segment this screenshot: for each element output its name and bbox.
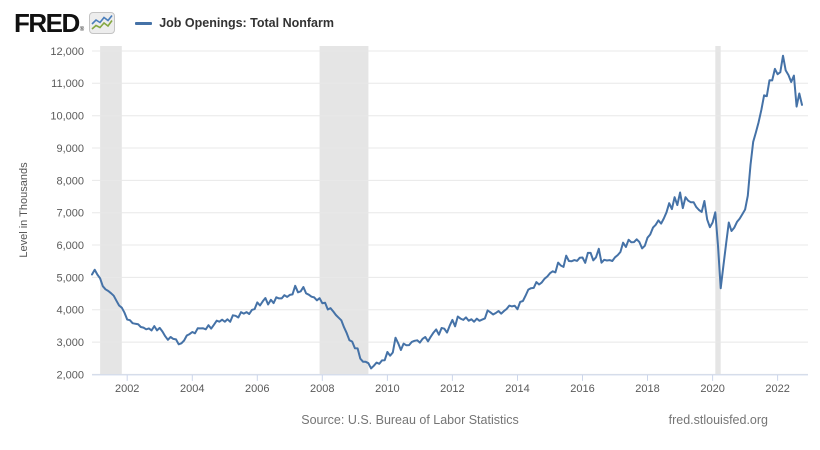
- x-tick-label: 2012: [440, 383, 464, 395]
- source-attribution: Source: U.S. Bureau of Labor Statistics: [301, 413, 519, 427]
- registered-mark: ®: [79, 27, 85, 33]
- legend-label: Job Openings: Total Nonfarm: [159, 16, 334, 30]
- x-tick-label: 2008: [310, 383, 334, 395]
- legend-line-sample: [135, 21, 153, 25]
- chart-footer: Source: U.S. Bureau of Labor Statistics …: [0, 413, 820, 433]
- y-tick-label: 5,000: [56, 272, 84, 284]
- y-axis-title: Level in Thousands: [18, 162, 30, 258]
- recession-band: [319, 46, 369, 375]
- y-tick-label: 6,000: [56, 240, 84, 252]
- x-tick-label: 2002: [115, 383, 139, 395]
- y-tick-label: 8,000: [56, 175, 84, 187]
- chart-header: FRED ® Job Openings: Total Nonfarm: [14, 8, 334, 38]
- x-tick-label: 2010: [375, 383, 399, 395]
- x-tick-label: 2014: [505, 383, 529, 395]
- fred-site-link[interactable]: fred.stlouisfed.org: [668, 413, 768, 427]
- x-tick-label: 2020: [700, 383, 724, 395]
- x-tick-label: 2022: [765, 383, 789, 395]
- legend-item[interactable]: Job Openings: Total Nonfarm: [135, 16, 334, 30]
- x-tick-label: 2006: [245, 383, 269, 395]
- y-tick-label: 2,000: [56, 369, 84, 381]
- y-tick-label: 4,000: [56, 305, 84, 317]
- y-tick-label: 9,000: [56, 143, 84, 155]
- fred-logo-chart-icon: [89, 12, 116, 34]
- x-tick-label: 2018: [635, 383, 659, 395]
- y-tick-label: 11,000: [51, 78, 84, 90]
- y-tick-label: 10,000: [50, 111, 84, 123]
- fred-logotype: FRED: [14, 8, 80, 38]
- x-tick-label: 2016: [570, 383, 594, 395]
- recession-band: [715, 46, 721, 375]
- series-line: [91, 54, 803, 370]
- y-tick-label: 3,000: [56, 337, 84, 349]
- recession-band: [100, 46, 122, 375]
- x-tick-label: 2004: [180, 383, 204, 395]
- y-tick-label: 7,000: [56, 208, 84, 220]
- fred-logo[interactable]: FRED ®: [14, 8, 116, 38]
- y-tick-label: 12,000: [50, 46, 84, 58]
